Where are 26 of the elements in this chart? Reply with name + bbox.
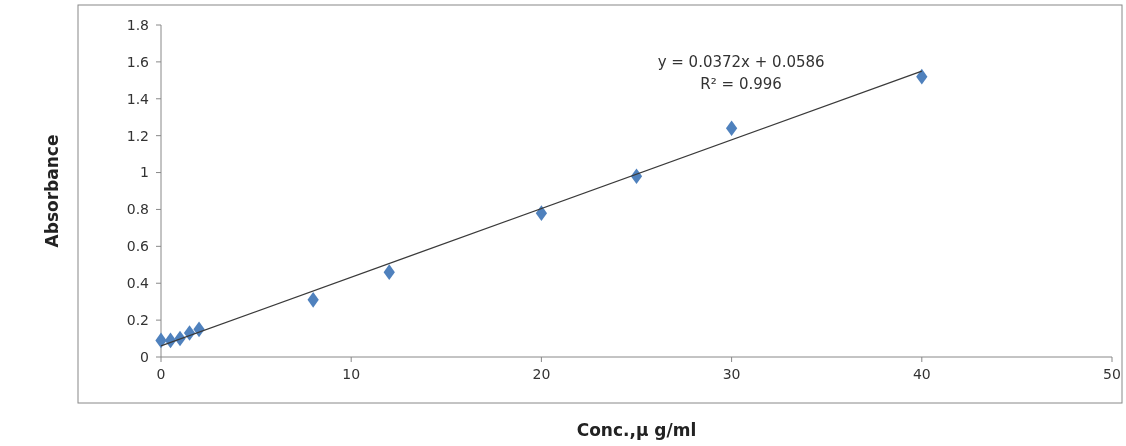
x-tick-label: 0 — [156, 366, 166, 382]
x-tick-label: 30 — [722, 366, 741, 382]
y-tick-label: 0.8 — [126, 201, 149, 218]
y-tick-label: 0 — [140, 348, 149, 365]
x-tick-label: 10 — [342, 366, 361, 382]
y-tick-label: 0.4 — [126, 275, 150, 292]
point — [383, 264, 395, 280]
x-tick-label: 50 — [1103, 366, 1121, 382]
annotation: y = 0.0372x + 0.0586 — [657, 53, 825, 71]
point — [155, 332, 167, 349]
y-tick-label: 1.8 — [126, 16, 149, 33]
x-tick-label: 40 — [912, 366, 931, 382]
annotation: R² = 0.996 — [700, 75, 782, 93]
point — [307, 292, 319, 308]
y-tick-label: 1 — [140, 164, 149, 181]
y-tick-label: 1.6 — [126, 53, 150, 70]
point — [725, 120, 738, 137]
point — [535, 205, 548, 221]
x-axis-title: Conc.,μ g/ml — [576, 420, 697, 440]
x-tick-label: 20 — [532, 366, 551, 382]
y-tick-label: 1.4 — [126, 90, 150, 107]
point — [916, 68, 928, 85]
y-axis-title: Absorbance — [42, 134, 62, 248]
y-tick-label: 1.2 — [126, 127, 149, 144]
y-tick-label: 0.2 — [126, 312, 149, 329]
y-tick-label: 0.6 — [126, 238, 150, 255]
